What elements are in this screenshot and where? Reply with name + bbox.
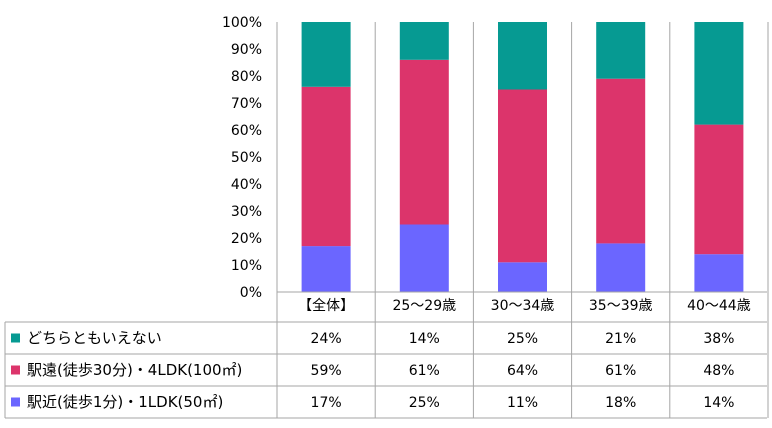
y-tick-label: 20% — [231, 231, 262, 247]
y-tick-label: 100% — [222, 15, 262, 31]
data-cell: 64% — [507, 363, 538, 379]
bar-segment — [301, 22, 351, 87]
category-label: 30～34歳 — [491, 298, 555, 314]
legend-swatch — [11, 333, 20, 343]
bar-segment — [596, 22, 646, 79]
y-tick-label: 10% — [231, 258, 262, 274]
y-tick-label: 80% — [231, 69, 262, 85]
data-cell: 48% — [703, 363, 734, 379]
bar-segment — [399, 22, 449, 60]
bars — [301, 22, 744, 292]
bar-segment — [694, 22, 744, 125]
data-cell: 25% — [507, 331, 538, 347]
bar-segment — [301, 86, 351, 247]
data-cell: 21% — [605, 331, 636, 347]
data-cell: 25% — [409, 395, 440, 411]
category-label: 25～29歳 — [392, 298, 456, 314]
y-tick-label: 70% — [231, 96, 262, 112]
data-cell: 11% — [507, 395, 538, 411]
y-tick-label: 40% — [231, 177, 262, 193]
bar-segment — [399, 59, 449, 225]
data-cell: 18% — [605, 395, 636, 411]
bar-segment — [301, 246, 351, 292]
y-tick-label: 60% — [231, 123, 262, 139]
data-cell: 17% — [311, 395, 342, 411]
category-label: 【全体】 — [298, 297, 354, 314]
y-tick-label: 0% — [240, 285, 262, 301]
series-label: どちらともいえない — [27, 329, 162, 347]
y-axis: 0% 10% 20% 30% 40% 50% 60% 70% 80% 90% 100% — [222, 15, 262, 301]
series-label: 駅遠(徒歩30分)・4LDK(100㎡) — [27, 361, 242, 379]
legend-swatch — [11, 365, 20, 375]
bar-segment — [498, 22, 547, 90]
y-tick-label: 90% — [231, 42, 262, 58]
category-label: 40～44歳 — [687, 298, 751, 314]
y-tick-label: 50% — [231, 150, 262, 166]
bar-segment — [498, 262, 547, 292]
bar-segment — [694, 124, 744, 255]
data-cell: 14% — [703, 395, 734, 411]
data-cell: 61% — [409, 363, 440, 379]
bar-segment — [498, 89, 547, 263]
bar-segment — [399, 224, 449, 292]
bar-segment — [694, 254, 744, 292]
data-cell: 14% — [409, 331, 440, 347]
data-cell: 61% — [605, 363, 636, 379]
bar-segment — [596, 78, 646, 244]
series-label: 駅近(徒歩1分)・1LDK(50㎡) — [27, 393, 223, 411]
legend-swatch — [11, 397, 20, 407]
data-cell: 24% — [311, 331, 342, 347]
data-cell: 59% — [311, 363, 342, 379]
data-cell: 38% — [703, 331, 734, 347]
category-label: 35～39歳 — [589, 298, 653, 314]
bar-segment — [596, 243, 646, 292]
y-tick-label: 30% — [231, 204, 262, 220]
